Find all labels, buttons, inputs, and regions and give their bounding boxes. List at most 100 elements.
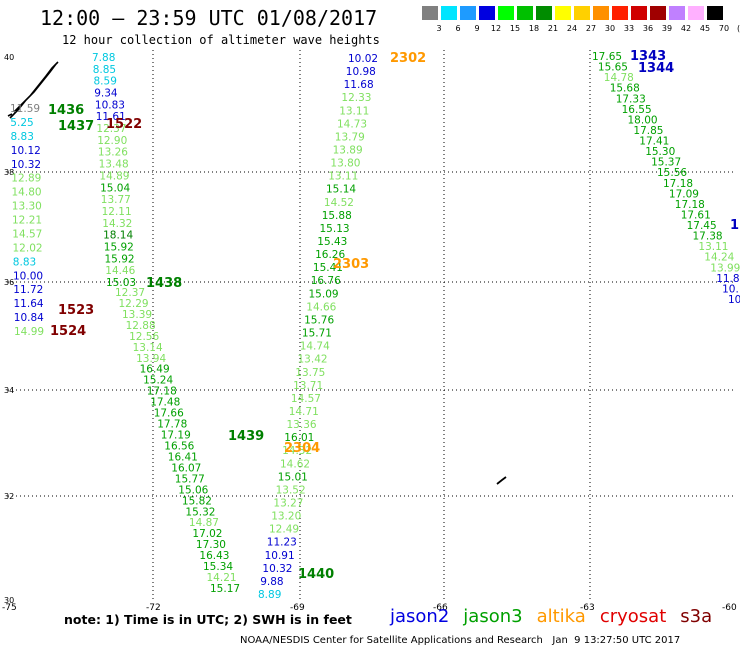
swh-value: 15.03 bbox=[106, 277, 136, 289]
legend-swatch bbox=[669, 6, 685, 20]
swh-value: 9.34 bbox=[94, 88, 118, 100]
swh-value: 14.89 bbox=[99, 170, 129, 182]
swh-value: 11.59 bbox=[10, 103, 40, 115]
swh-value: 15.82 bbox=[182, 495, 212, 507]
legend-swatch bbox=[650, 6, 666, 20]
swh-value: 15.68 bbox=[610, 83, 640, 95]
swh-value: 12.90 bbox=[97, 135, 127, 147]
swh-value: 12.88 bbox=[126, 320, 156, 332]
swh-value: 14.52 bbox=[324, 197, 354, 209]
swh-value: 13.99 bbox=[710, 262, 740, 274]
swh-value: 15.24 bbox=[143, 375, 173, 387]
swh-value: 15.92 bbox=[105, 253, 135, 265]
legend-label: 6 bbox=[455, 24, 461, 33]
swh-value: 13.52 bbox=[276, 484, 306, 496]
pass-label: 2304 bbox=[284, 441, 320, 456]
pass-label: 1440 bbox=[298, 567, 334, 582]
swh-value: 15.01 bbox=[278, 471, 308, 483]
satellite-name: altika bbox=[536, 606, 586, 627]
swh-value: 7.88 bbox=[92, 52, 115, 64]
swh-value: 13.11 bbox=[339, 105, 369, 117]
legend-swatch bbox=[460, 6, 476, 20]
pass-label: 1524 bbox=[50, 324, 86, 339]
swh-value: 15.32 bbox=[185, 506, 215, 518]
swh-value: 17.02 bbox=[192, 528, 222, 540]
legend-swatch bbox=[479, 6, 495, 20]
swh-value: 16.41 bbox=[168, 451, 198, 463]
swh-value: 13.75 bbox=[295, 367, 325, 379]
swh-value: 13.79 bbox=[335, 131, 365, 143]
swh-value: 11.23 bbox=[267, 537, 297, 549]
swh-value: 15.71 bbox=[302, 328, 332, 340]
pass-label: 1343 bbox=[630, 49, 666, 64]
swh-value: 15.65 bbox=[598, 62, 628, 74]
swh-value: 17.18 bbox=[675, 199, 705, 211]
swh-value: 15.09 bbox=[309, 288, 339, 300]
swh-value: 10.91 bbox=[265, 550, 295, 562]
satellite-name: cryosat bbox=[599, 606, 667, 627]
swh-value: 15.06 bbox=[178, 484, 208, 496]
swh-value: 14.32 bbox=[282, 445, 312, 457]
legend-swatch bbox=[555, 6, 571, 20]
swh-value: 17.85 bbox=[633, 125, 663, 137]
swh-value: 13.89 bbox=[333, 145, 363, 157]
swh-value: 18.00 bbox=[628, 114, 658, 126]
swh-value: 13.20 bbox=[271, 511, 301, 523]
swh-value: 14.66 bbox=[306, 301, 336, 313]
swh-value: 15.14 bbox=[326, 184, 356, 196]
swh-value: 16.01 bbox=[284, 432, 314, 444]
swh-value: 16.55 bbox=[622, 104, 652, 116]
swh-value: 12.02 bbox=[13, 242, 43, 254]
swh-value: 17.45 bbox=[687, 220, 717, 232]
pass-label: 1522 bbox=[106, 117, 142, 132]
legend-swatch bbox=[422, 6, 438, 20]
legend-swatch bbox=[536, 6, 552, 20]
swh-value: 13.94 bbox=[136, 353, 166, 365]
swh-value: 8.83 bbox=[11, 131, 34, 143]
swh-value: 15.43 bbox=[317, 236, 347, 248]
swh-value: 14.62 bbox=[280, 458, 310, 470]
swh-value: 11.72 bbox=[13, 284, 43, 296]
swh-value: 14.78 bbox=[604, 72, 634, 84]
swh-value: 8.83 bbox=[13, 256, 36, 268]
swh-value: 17.61 bbox=[681, 210, 711, 222]
swh-value: 15.92 bbox=[104, 242, 134, 254]
longitude-label: -60 bbox=[722, 603, 737, 613]
legend-label: 21 bbox=[547, 24, 559, 33]
swh-value: 14.21 bbox=[207, 572, 237, 584]
legend-label: 70 bbox=[718, 24, 730, 33]
swh-value: 16.07 bbox=[171, 462, 201, 474]
swh-value: 12.29 bbox=[119, 298, 149, 310]
swh-value: 10.84 bbox=[14, 312, 44, 324]
swh-value: 8.89 bbox=[258, 589, 281, 601]
legend-label: 45 bbox=[699, 24, 711, 33]
swh-value: 17.66 bbox=[154, 408, 184, 420]
coastline bbox=[7, 61, 507, 485]
latitude-label: 30 bbox=[4, 596, 14, 605]
pass-label: 1438 bbox=[146, 276, 182, 291]
swh-value: 17.33 bbox=[616, 93, 646, 105]
swh-value: 15.34 bbox=[203, 561, 233, 573]
swh-value: 17.41 bbox=[639, 136, 669, 148]
map-grid bbox=[8, 50, 735, 602]
longitude-label: -66 bbox=[433, 603, 448, 613]
swh-value: 16.56 bbox=[164, 441, 194, 453]
legend-label: 36 bbox=[642, 24, 654, 33]
swh-value: 14.80 bbox=[12, 187, 42, 199]
pass-label: 1 bbox=[730, 218, 739, 233]
swh-value: 15.41 bbox=[313, 262, 343, 274]
latitude-label: 40 bbox=[4, 53, 14, 62]
pass-label: 2302 bbox=[390, 51, 426, 66]
swh-value: 17.65 bbox=[592, 51, 622, 63]
swh-value: 12.21 bbox=[12, 215, 42, 227]
swh-value: 11.68 bbox=[344, 79, 374, 91]
swh-value: 17.30 bbox=[196, 539, 226, 551]
legend-label: 30 bbox=[604, 24, 616, 33]
swh-value: 14.24 bbox=[704, 252, 734, 264]
legend-label: 39 bbox=[661, 24, 673, 33]
legend-swatch bbox=[612, 6, 628, 20]
swh-value: 14.73 bbox=[337, 118, 367, 130]
swh-value: 17.48 bbox=[150, 397, 180, 409]
swh-value: 15.30 bbox=[645, 146, 675, 158]
